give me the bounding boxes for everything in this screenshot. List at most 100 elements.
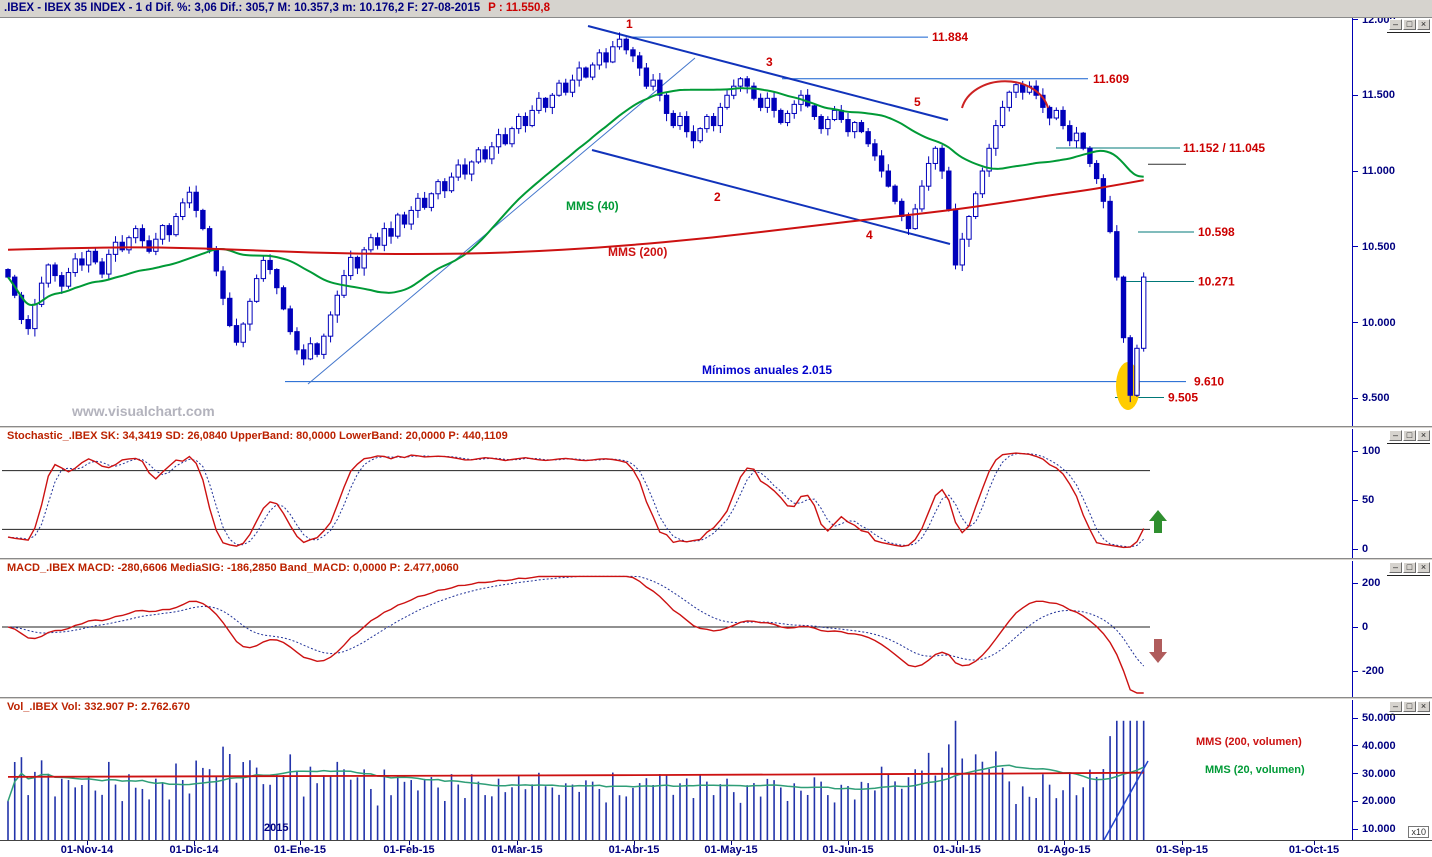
descending-channel-top[interactable] [587,25,949,121]
close-button[interactable]: × [1417,701,1430,712]
minimize-button[interactable]: – [1389,562,1402,573]
maximize-button[interactable]: □ [1403,19,1416,30]
candle-body [724,94,730,108]
minimize-button[interactable]: – [1389,430,1402,441]
level-label: 9.610 [1194,375,1224,389]
candle-body [757,97,764,108]
candle-body [932,147,939,164]
panel-separator[interactable] [0,558,1432,561]
candle-body [845,119,851,133]
stochastic-plot[interactable] [0,443,1352,558]
candle-body [1053,109,1060,119]
panel-window-controls: – □ × [1389,562,1430,573]
candle-body [1013,84,1019,93]
candle-body [778,109,784,124]
candle-body [186,191,193,204]
candle-body [516,115,522,130]
time-tick [1182,841,1183,845]
chart-annotation: MMS (200) [608,245,667,259]
time-axis[interactable]: 01-Nov-14 01-Dic-14 01-Ene-15 01-Feb-15 01-M… [0,840,1432,857]
candle-body [710,115,717,127]
candle-body [274,269,280,289]
close-button[interactable]: × [1417,19,1430,30]
candle-body [421,197,428,208]
candle-body [1114,231,1120,278]
maximize-button[interactable]: □ [1403,701,1416,712]
macd-axis[interactable]: 200 0 -200 – □ × [1352,561,1432,697]
candle-body [1020,84,1026,93]
candle-body [374,237,381,246]
candle-body [771,97,777,111]
minimize-button[interactable]: – [1389,701,1402,712]
time-label: 01-Oct-15 [1288,844,1340,856]
price-plot[interactable]: 11.884 11.609 11.152 / 11.045 10.598 10.271 9… [0,18,1352,426]
close-button[interactable]: × [1417,430,1430,441]
candle-body [388,228,394,237]
candle-body [354,256,361,269]
time-tick [634,841,635,845]
candle-body [663,94,670,114]
candle-body [59,275,65,287]
axis-multiplier: x10 [1408,826,1429,838]
vol-mms200-label: MMS (200, volumen) [1196,736,1302,748]
chart-annotation: www.visualchart.com [71,403,215,419]
mms40-line[interactable] [7,87,1144,306]
level-label: 11.609 [1093,72,1129,86]
descending-channel-bottom[interactable] [591,149,951,245]
candle-body [206,228,213,251]
candle-body [818,115,824,130]
axis-tick [1353,322,1358,324]
axis-tick [1353,745,1358,747]
candle-body [173,215,179,236]
close-button[interactable]: × [1417,562,1430,573]
volume-plot[interactable] [0,713,1352,840]
candle-body [959,238,965,266]
candle-body [227,297,233,327]
volume-axis[interactable]: x10 50.000 40.000 30.000 20.000 10.000 – □ × [1352,700,1432,840]
candle-body [85,250,92,266]
candle-body [38,282,45,305]
candle-body [993,125,999,149]
panel-separator[interactable] [0,697,1432,700]
chart-annotation: 4 [866,228,873,242]
maximize-button[interactable]: □ [1403,562,1416,573]
axis-tick [1353,582,1358,584]
candle-body [368,237,374,251]
maximize-button[interactable]: □ [1403,430,1416,441]
price-panel: 11.884 11.609 11.152 / 11.045 10.598 10.271 9… [0,18,1432,426]
time-label: 01-Sep-15 [1156,844,1208,856]
candle-body [1134,347,1140,396]
candle-body [240,323,246,343]
candle-body [623,38,629,51]
candle-body [966,215,972,240]
candle-body [892,185,898,202]
up-arrow-icon [1149,510,1167,533]
candle-body [1140,276,1147,349]
candle-body [65,272,72,287]
minimize-button[interactable]: – [1389,19,1402,30]
candle-body [603,52,609,63]
macd-plot[interactable] [0,575,1352,697]
volume-trendline[interactable] [1103,760,1149,840]
candle-body [865,131,871,145]
candle-body [825,119,831,130]
arc-annotation[interactable] [961,80,1049,109]
candle-body [919,185,925,210]
candle-body [462,164,468,175]
candle-body [791,103,797,114]
candle-body [247,300,253,325]
candle-body [139,228,146,242]
stochastic-axis[interactable]: 100 50 0 – □ × [1352,429,1432,558]
year-label: 2015 [264,822,289,834]
panel-separator[interactable] [0,426,1432,429]
axis-label: 10.000 [1362,316,1396,329]
vol-mms20-label: MMS (20, volumen) [1205,764,1305,776]
ascending-trendline[interactable] [307,57,696,385]
axis-label: 100 [1362,445,1381,457]
axis-label: 50 [1362,494,1375,506]
candle-body [885,170,892,187]
mms200-line[interactable] [7,179,1144,255]
candle-body [831,109,838,121]
price-axis[interactable]: 12.000 11.500 11.000 10.500 10.000 9.500 – □ × [1352,18,1432,426]
candle-body [952,208,959,266]
